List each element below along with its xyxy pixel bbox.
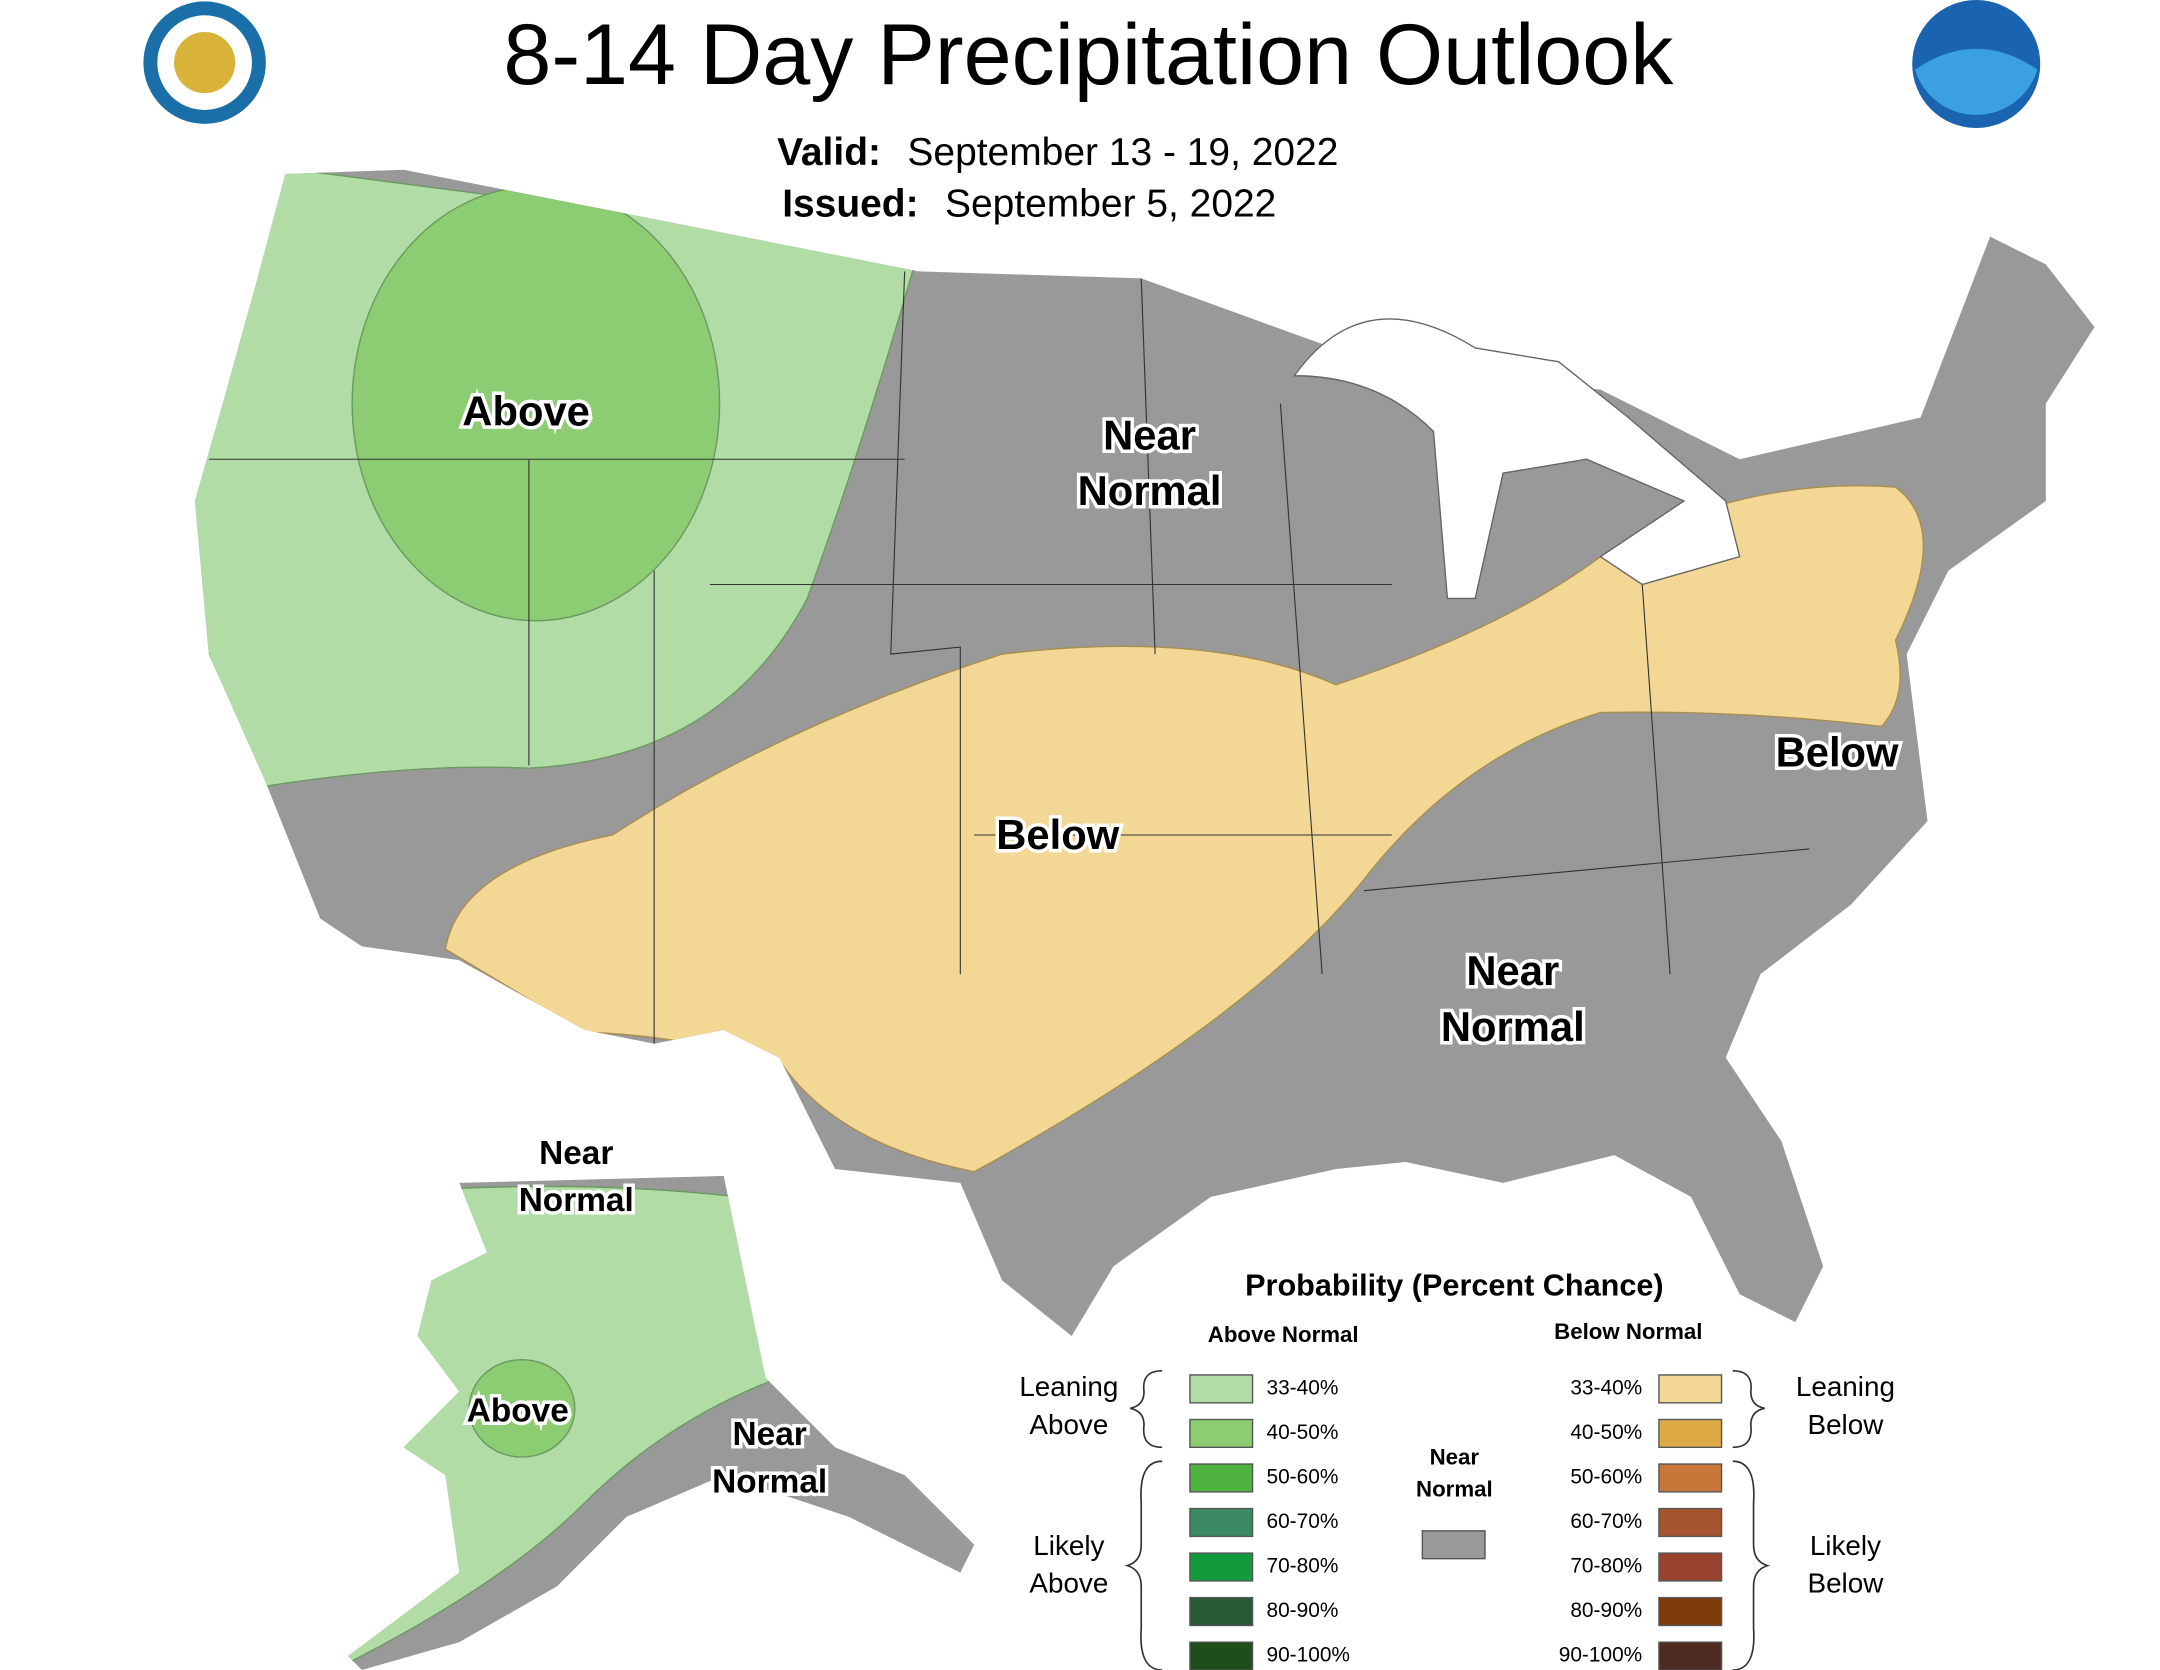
- legend-braces: [1124, 1369, 1771, 1670]
- region-label: Near: [1466, 947, 1559, 994]
- legend-swatch: [1189, 1418, 1254, 1449]
- legend-range: 33-40%: [1266, 1376, 1338, 1399]
- legend-swatch: [1658, 1418, 1723, 1449]
- map-labels: Above Near Normal Below Below Near Normal Near N…: [459, 384, 1903, 1504]
- region-label: Near: [539, 1135, 613, 1172]
- legend: 33-40% 40-50% 50-60% 60-70% 70-80% 80-90% 90-1…: [1019, 1371, 1895, 1670]
- region-label: Below: [996, 811, 1119, 858]
- legend-group-label: Above: [1029, 1567, 1108, 1598]
- region-label: Near: [733, 1416, 807, 1453]
- alaska-map: [347, 1175, 975, 1670]
- great-lakes: [1292, 318, 1741, 600]
- legend-range: 33-40%: [1570, 1376, 1642, 1399]
- legend-group-label: Leaning: [1019, 1371, 1118, 1402]
- legend-swatch: [1189, 1374, 1254, 1404]
- legend-swatch: [1658, 1596, 1723, 1627]
- logo-doc: [143, 1, 266, 124]
- issued-date: September 5, 2022: [945, 182, 1276, 225]
- legend-range: 90-100%: [1559, 1644, 1643, 1667]
- region-label: Normal: [1441, 1003, 1585, 1050]
- legend-title: Probability (Percent Chance): [1245, 1268, 1663, 1302]
- legend-group-label: Below: [1808, 1409, 1885, 1440]
- logo-noaa: [1912, 0, 2041, 129]
- legend-near-label: Normal: [1416, 1476, 1493, 1501]
- legend-range: 80-90%: [1266, 1599, 1338, 1622]
- legend-range: 40-50%: [1570, 1421, 1642, 1444]
- legend-range: 60-70%: [1570, 1510, 1642, 1533]
- legend-swatch: [1189, 1463, 1254, 1493]
- legend-swatch: [1658, 1374, 1723, 1404]
- legend-range: 70-80%: [1266, 1555, 1338, 1578]
- legend-range: 40-50%: [1266, 1421, 1338, 1444]
- legend-group-label: Below: [1808, 1567, 1885, 1598]
- region-label: Above: [467, 1392, 569, 1429]
- legend-range: 80-90%: [1570, 1599, 1642, 1622]
- region-label: Normal: [519, 1182, 634, 1219]
- legend-swatch: [1189, 1507, 1254, 1538]
- legend-range: 90-100%: [1266, 1644, 1350, 1667]
- legend-swatch: [1658, 1507, 1723, 1538]
- issued-label: Issued:: [782, 182, 918, 225]
- legend-swatch: [1658, 1552, 1723, 1582]
- valid-label: Valid:: [777, 131, 881, 174]
- legend-above-heading: Above Normal: [1208, 1322, 1359, 1347]
- legend-group-label: Above: [1029, 1409, 1108, 1440]
- legend-range: 70-80%: [1570, 1555, 1642, 1578]
- valid-dates: September 13 - 19, 2022: [907, 131, 1338, 174]
- legend-near-label: Near: [1430, 1444, 1480, 1469]
- legend-swatch: [1189, 1596, 1254, 1627]
- legend-range: 50-60%: [1266, 1465, 1338, 1488]
- legend-range: 60-70%: [1266, 1510, 1338, 1533]
- region-label: Normal: [1078, 467, 1222, 514]
- region-label: Above: [462, 388, 590, 435]
- title: 8-14 Day Precipitation Outlook: [503, 7, 1674, 103]
- legend-swatch: [1658, 1641, 1723, 1670]
- legend-swatch: [1421, 1530, 1486, 1560]
- legend-swatch: [1658, 1463, 1723, 1493]
- legend-group-label: Leaning: [1796, 1371, 1895, 1402]
- legend-below-heading: Below Normal: [1554, 1319, 1702, 1344]
- region-label: Near: [1103, 411, 1196, 458]
- legend-range: 50-60%: [1570, 1465, 1642, 1488]
- legend-swatch: [1189, 1641, 1254, 1670]
- region-label: Below: [1776, 729, 1899, 776]
- region-label: Normal: [712, 1463, 827, 1500]
- legend-group-label: Likely: [1810, 1530, 1881, 1561]
- legend-group-label: Likely: [1033, 1530, 1104, 1561]
- legend-swatch: [1189, 1552, 1254, 1582]
